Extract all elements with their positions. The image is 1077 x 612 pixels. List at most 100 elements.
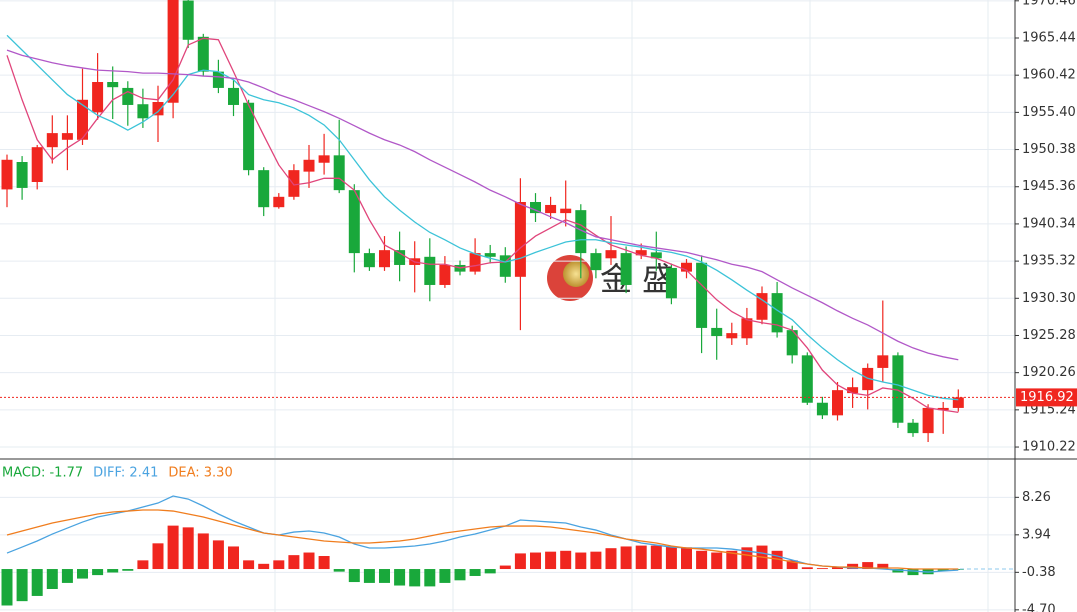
legend: MACD: -1.77 DIFF: 2.41 DEA: 3.30 (2, 466, 233, 481)
candle-body (469, 253, 481, 272)
y-tick-label: 1950.38 (1022, 142, 1076, 157)
legend-entry: MACD: -1.77 (2, 466, 83, 481)
candle-body (167, 0, 179, 103)
macd-bar (137, 560, 149, 570)
macd-bar (409, 569, 421, 587)
macd-bar (590, 551, 602, 570)
candle-body (877, 355, 889, 368)
macd-bar (575, 552, 587, 570)
macd-bar (228, 546, 239, 570)
candle-body (952, 397, 964, 408)
y-tick-label: 1960.42 (1022, 68, 1076, 83)
macd-bar (77, 569, 88, 579)
candle-body (212, 71, 224, 88)
macd-bar (122, 569, 134, 571)
macd-bar (741, 547, 753, 570)
candle-body (847, 387, 859, 394)
macd-bar (862, 562, 874, 570)
candle-body (258, 170, 270, 208)
candle-body (862, 367, 874, 391)
y-tick-label: 1970.46 (1022, 0, 1076, 8)
candle-body (424, 256, 436, 285)
macd-bar (92, 569, 104, 576)
price-panel (0, 0, 1015, 448)
candle-body (635, 250, 647, 256)
candle-body (1, 159, 13, 190)
macd-bar (469, 569, 481, 576)
macd-bar (439, 569, 451, 583)
candle-body (197, 36, 209, 72)
macd-panel (0, 495, 1015, 611)
macd-bar (273, 560, 285, 570)
macd-bar (182, 527, 194, 570)
candle-body (832, 390, 843, 416)
candle-body (499, 255, 511, 277)
candle-body (771, 293, 783, 333)
watermark-text: 金 盛 (600, 260, 674, 298)
candle-body (243, 102, 255, 171)
candle-body (575, 210, 587, 254)
candle-body (741, 318, 753, 339)
macd-bar (107, 569, 119, 573)
candle-body (484, 253, 496, 257)
candle-body (348, 190, 360, 254)
macd-bar (424, 569, 436, 587)
macd-bar (243, 560, 255, 570)
candle-body (273, 196, 285, 208)
y-tick-label: 3.94 (1022, 527, 1051, 542)
macd-bar (530, 552, 541, 570)
macd-bar (907, 569, 919, 576)
macd-bar (16, 569, 28, 602)
macd-bar (454, 569, 466, 581)
candle-body (620, 253, 632, 285)
candle-body (756, 293, 768, 320)
candle-body (560, 208, 572, 214)
candle-body (439, 264, 451, 285)
y-tick-label: 1945.36 (1022, 179, 1076, 194)
candle-body (726, 333, 738, 339)
macd-bar (258, 563, 270, 570)
macd-bar (499, 565, 511, 570)
candle-body (937, 407, 949, 411)
candle-body (333, 155, 345, 191)
y-tick-label: 1930.30 (1022, 291, 1076, 306)
candle-body (379, 250, 390, 268)
logo-core (563, 261, 589, 287)
y-tick-label: -0.38 (1022, 565, 1056, 580)
macd-bar (801, 567, 813, 570)
candle-body (31, 147, 43, 182)
macd-bar (635, 545, 647, 570)
macd-bar (620, 546, 632, 570)
y-tick-label: 1955.40 (1022, 105, 1076, 120)
candle-body (892, 355, 904, 423)
macd-bar (832, 567, 843, 570)
macd-bar (288, 555, 300, 570)
current-price-box (1016, 388, 1077, 407)
macd-bar (31, 569, 43, 596)
macd-line (6, 509, 959, 570)
macd-bar (711, 552, 723, 570)
candle-body (77, 99, 88, 140)
macd-bar (726, 550, 738, 570)
y-tick-label: 1935.32 (1022, 254, 1076, 269)
candle-body (46, 133, 58, 148)
candle-body (801, 355, 813, 403)
y-tick-label: 1965.44 (1022, 31, 1076, 46)
candle-body (394, 250, 406, 265)
watermark: 金 盛 (547, 255, 674, 301)
y-tick-label: 1920.26 (1022, 365, 1076, 380)
candle-body (514, 202, 526, 277)
macd-bar (318, 556, 330, 570)
macd-bar (816, 568, 828, 570)
current-price-label: 1916.92 (1020, 390, 1074, 405)
candle-body (288, 170, 300, 197)
macd-bar (514, 553, 526, 570)
candle-body (303, 159, 315, 172)
macd-bar (152, 543, 164, 570)
y-tick-label: -4.70 (1022, 602, 1056, 612)
candle-body (530, 202, 541, 214)
macd-bar (212, 540, 224, 570)
